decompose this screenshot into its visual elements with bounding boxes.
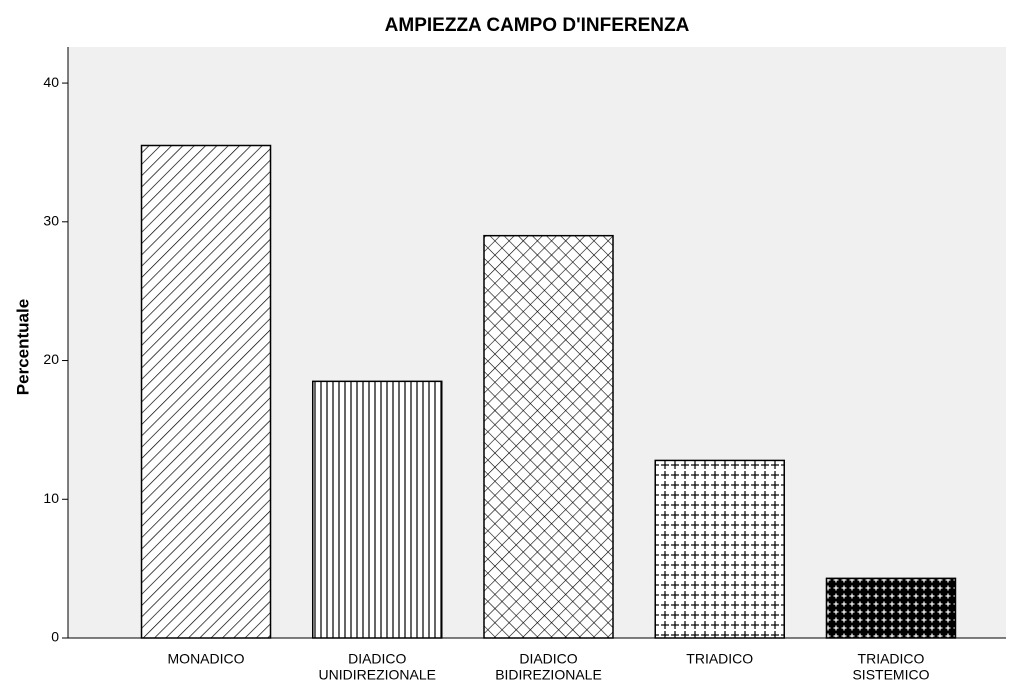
x-tick-label: DIADICO <box>519 651 577 667</box>
x-tick-label: TRIADICO <box>686 651 753 667</box>
y-tick-label: 20 <box>43 351 59 367</box>
y-tick-label: 0 <box>51 629 59 645</box>
y-tick-label: 40 <box>43 74 59 90</box>
y-tick-label: 10 <box>43 490 59 506</box>
bar <box>312 380 443 639</box>
x-tick-label: UNIDIREZIONALE <box>319 667 436 683</box>
bar <box>654 459 785 639</box>
bar <box>483 234 614 639</box>
x-tick-label: BIDIREZIONALE <box>495 667 602 683</box>
x-tick-label: MONADICO <box>168 651 245 667</box>
x-tick-label: DIADICO <box>348 651 406 667</box>
y-tick-label: 30 <box>43 213 59 229</box>
y-axis-label: Percentuale <box>13 299 32 395</box>
bar <box>825 577 957 639</box>
x-tick-label: TRIADICO <box>858 651 925 667</box>
chart-title: AMPIEZZA CAMPO D'INFERENZA <box>385 15 690 36</box>
x-tick-label: SISTEMICO <box>852 667 929 683</box>
bar <box>140 144 272 639</box>
